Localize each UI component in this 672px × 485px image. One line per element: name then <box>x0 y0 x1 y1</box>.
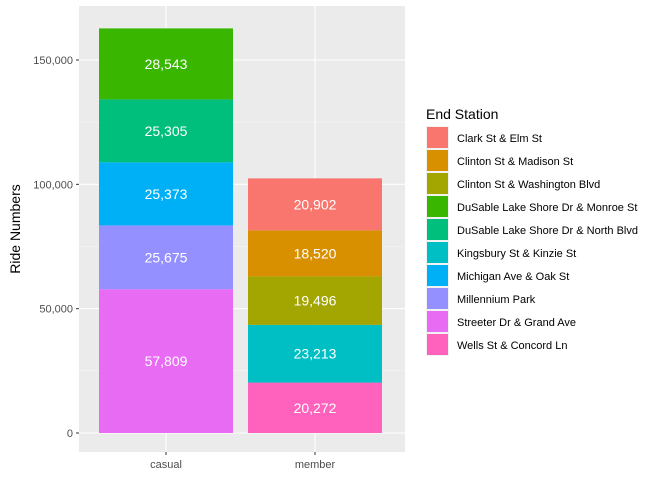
data-label: 28,543 <box>145 56 188 72</box>
legend-swatch <box>427 150 448 171</box>
data-label-layer: 57,809 25,675 25,373 25,305 28,543 20,272 23,2… <box>145 56 337 416</box>
legend-label: Millennium Park <box>457 294 536 306</box>
bar-segment <box>99 289 233 433</box>
y-tick-label: 50,000 <box>39 304 73 316</box>
y-axis-title: Ride Numbers <box>7 184 23 273</box>
y-tick-label: 0 <box>67 428 73 440</box>
legend-label: DuSable Lake Shore Dr & North Blvd <box>457 225 638 237</box>
bar-segment <box>99 28 233 100</box>
bar-segment <box>99 99 233 163</box>
legend-label: DuSable Lake Shore Dr & Monroe St <box>457 202 637 214</box>
legend-swatch <box>427 242 448 263</box>
legend: End Station Clark St & Elm St Clinton St … <box>426 106 638 356</box>
legend-label: Kingsbury St & Kinzie St <box>457 248 576 260</box>
bar-segment <box>248 178 382 231</box>
data-label: 57,809 <box>145 353 188 369</box>
bar-segment <box>99 225 233 290</box>
legend-swatch <box>427 334 448 355</box>
legend-swatch <box>427 265 448 286</box>
data-label: 23,213 <box>294 346 337 362</box>
legend-label: Wells St & Concord Ln <box>457 340 567 352</box>
legend-swatch <box>427 173 448 194</box>
legend-swatch <box>427 288 448 309</box>
data-label: 25,675 <box>145 249 188 265</box>
legend-label: Clinton St & Madison St <box>457 156 573 168</box>
legend-label: Clark St & Elm St <box>457 133 542 145</box>
data-label: 18,520 <box>294 245 337 261</box>
axis-layer: 0 50,000 100,000 150,000 casual member <box>33 55 335 471</box>
bar-segment <box>248 324 382 383</box>
y-tick-label: 150,000 <box>33 55 73 67</box>
bar-segment <box>248 382 382 433</box>
data-label: 19,496 <box>294 293 337 309</box>
bar-segment <box>99 162 233 226</box>
data-label: 25,373 <box>145 186 188 202</box>
data-label: 25,305 <box>145 123 188 139</box>
x-tick-label: casual <box>150 459 182 471</box>
legend-swatch <box>427 127 448 148</box>
legend-swatch <box>427 219 448 240</box>
bar-layer <box>99 28 382 433</box>
legend-label: Streeter Dr & Grand Ave <box>457 317 576 329</box>
legend-title: End Station <box>426 106 498 122</box>
legend-swatch <box>427 311 448 332</box>
legend-swatch <box>427 196 448 217</box>
bar-segment <box>248 230 382 277</box>
data-label: 20,272 <box>294 400 337 416</box>
bar-segment <box>248 276 382 325</box>
legend-label: Michigan Ave & Oak St <box>457 271 569 283</box>
x-tick-label: member <box>295 459 336 471</box>
legend-label: Clinton St & Washington Blvd <box>457 179 600 191</box>
y-tick-label: 100,000 <box>33 179 73 191</box>
data-label: 20,902 <box>294 196 337 212</box>
